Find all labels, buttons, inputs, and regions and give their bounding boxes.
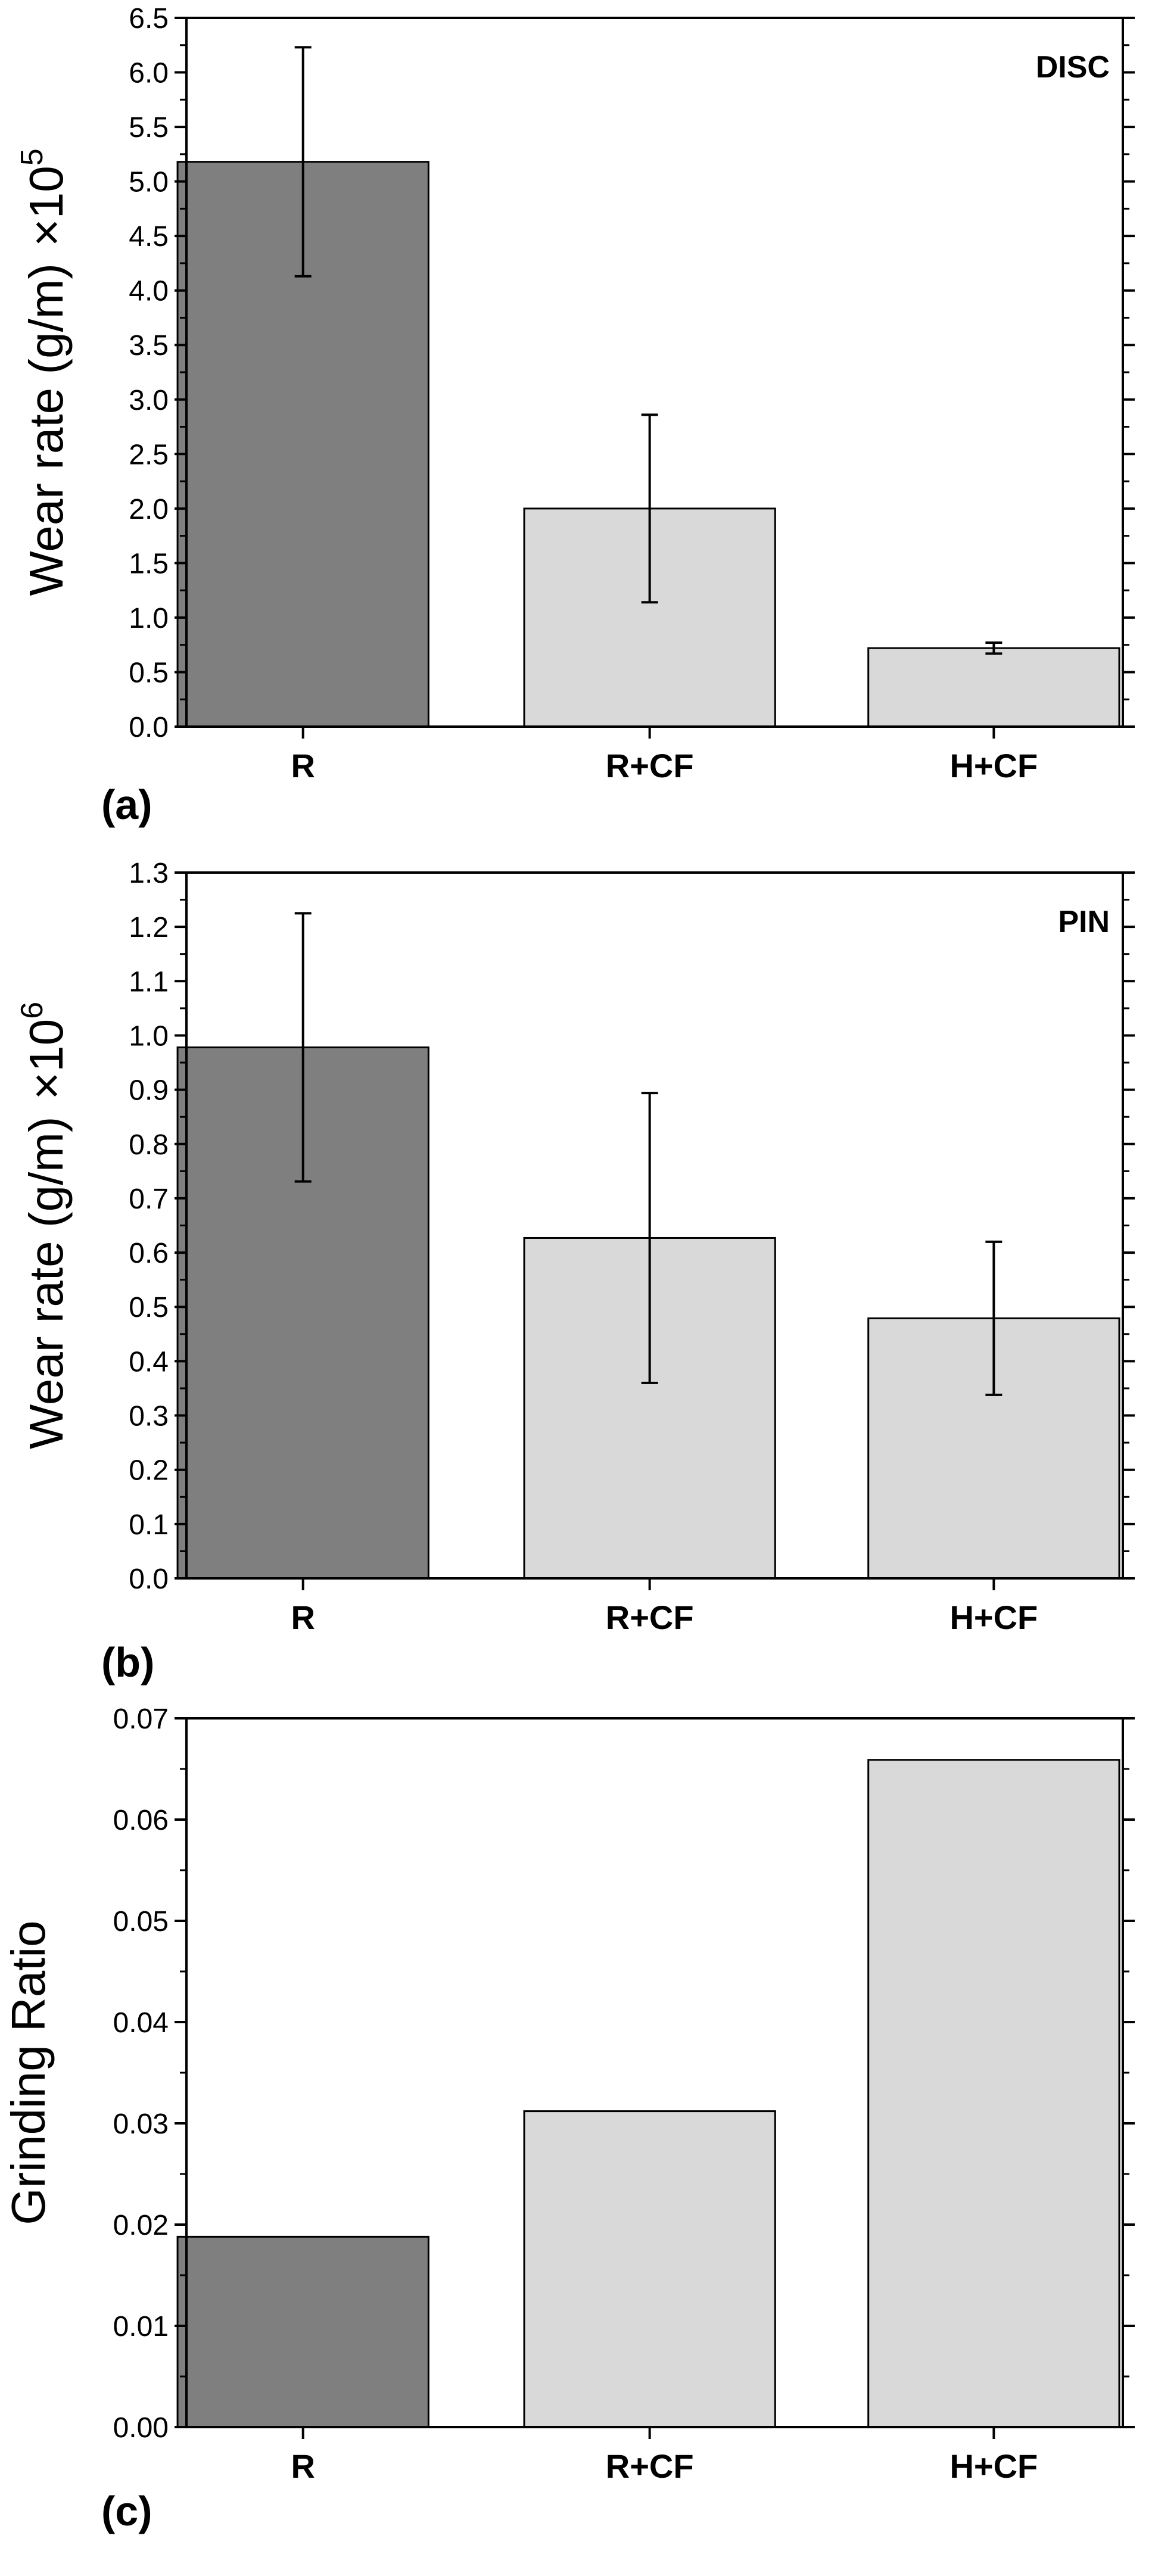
bar-h-plus-cf	[867, 1759, 1120, 2428]
y-tick-label: 1.0	[129, 603, 169, 634]
x-tick-label: R+CF	[606, 747, 694, 784]
y-tick-label: 2.5	[129, 439, 169, 471]
y-tick-label: 6.0	[129, 58, 169, 89]
y-tick-label: 0.07	[113, 1703, 169, 1735]
y-tick-label: 0.7	[129, 1183, 169, 1215]
y-axis-title: Wear rate (g/m)×105	[15, 148, 73, 596]
error-bar	[985, 641, 1003, 655]
y-tick-label: 1.2	[129, 912, 169, 943]
y-tick-label: 4.5	[129, 221, 169, 253]
x-tick-label: R+CF	[606, 1599, 694, 1636]
y-tick-label: 1.0	[129, 1020, 169, 1052]
y-tick-label: 4.0	[129, 276, 169, 307]
x-tick-label: R	[291, 1599, 315, 1636]
panel-b: 0.0 0.1 0.2 0.3 0.4 0.5 0.6 0.7 0.8 0.9 1.0 1.1 1.2 1…	[15, 858, 1135, 1686]
y-tick-label: 0.5	[129, 1292, 169, 1323]
y-tick-label: 0.5	[129, 657, 169, 689]
y-tick-label: 0.0	[129, 712, 169, 743]
error-bar	[641, 413, 658, 604]
y-tick-label: 3.5	[129, 330, 169, 362]
x-tick-label: R	[291, 747, 315, 784]
y-tick-label: 0.0	[129, 1563, 169, 1595]
y-tick-label: 0.02	[113, 2210, 169, 2241]
error-bar	[294, 912, 312, 1183]
y-tick-label: 1.1	[129, 966, 169, 998]
panel-label: (c)	[101, 2488, 152, 2534]
y-tick-label: 0.1	[129, 1509, 169, 1541]
y-tick-label: 0.00	[113, 2412, 169, 2444]
y-tick-label: 0.6	[129, 1238, 169, 1269]
bar-r-plus-cf	[523, 2110, 776, 2428]
y-tick-label: 1.5	[129, 548, 169, 580]
y-tick-label: 0.06	[113, 1805, 169, 1836]
corner-annotation: PIN	[1058, 905, 1110, 939]
x-tick-label: H+CF	[949, 747, 1038, 784]
error-bar	[294, 46, 312, 278]
y-tick-label: 0.3	[129, 1401, 169, 1432]
corner-annotation: DISC	[1036, 50, 1110, 85]
x-tick-label: H+CF	[949, 2447, 1038, 2485]
x-tick-label: H+CF	[949, 1599, 1038, 1636]
y-tick-label: 5.5	[129, 112, 169, 144]
panel-label: (a)	[101, 781, 152, 828]
y-tick-label: 0.9	[129, 1075, 169, 1107]
y-tick-label: 6.5	[129, 3, 169, 35]
y-axis-title: Wear rate (g/m)×106	[15, 1002, 73, 1449]
x-tick-label: R+CF	[606, 2447, 694, 2485]
panel-a: 0.0 0.5 1.0 1.5 2.0 2.5 3.0 3.5 4.0 4.5 5.0 5.5 6.0 6…	[15, 3, 1135, 828]
bar-r	[176, 2235, 429, 2428]
y-tick-label: 0.05	[113, 1906, 169, 1938]
y-tick-label: 2.0	[129, 494, 169, 525]
bar-h-plus-cf	[867, 647, 1120, 728]
y-tick-label: 0.01	[113, 2311, 169, 2343]
y-tick-label: 1.3	[129, 858, 169, 889]
x-tick-label: R	[291, 2447, 315, 2485]
y-axis-title: Grinding Ratio	[2, 1920, 55, 2225]
y-tick-label: 5.0	[129, 167, 169, 198]
y-tick-label: 0.04	[113, 2007, 169, 2039]
y-tick-label: 0.03	[113, 2108, 169, 2140]
panel-c: 0.00 0.01 0.02 0.03 0.04 0.05 0.06 0.07 R R+CF H+C…	[2, 1703, 1135, 2534]
panel-label: (b)	[101, 1639, 154, 1686]
y-tick-label: 3.0	[129, 385, 169, 416]
y-tick-label: 0.4	[129, 1346, 169, 1378]
error-bar	[985, 1240, 1003, 1396]
error-bar	[641, 1092, 658, 1384]
y-tick-label: 0.8	[129, 1129, 169, 1161]
y-tick-label: 0.2	[129, 1455, 169, 1487]
